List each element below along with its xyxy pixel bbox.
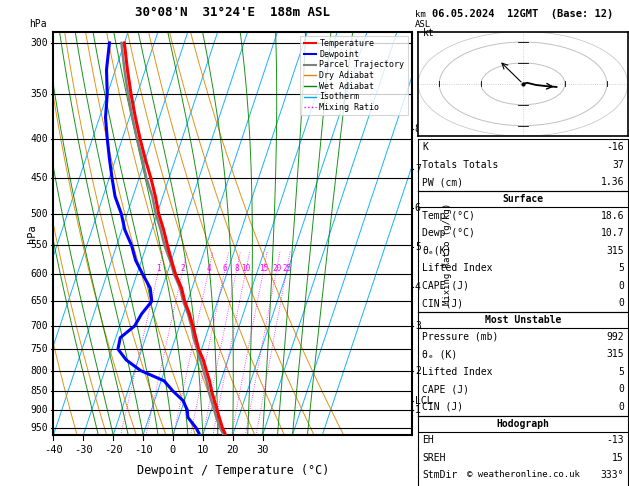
Text: 30°08'N  31°24'E  188m ASL: 30°08'N 31°24'E 188m ASL <box>135 6 330 19</box>
Text: 333°: 333° <box>601 470 624 480</box>
Text: 0: 0 <box>618 298 624 308</box>
Text: 5: 5 <box>618 263 624 273</box>
Text: 0: 0 <box>170 445 176 455</box>
Text: 750: 750 <box>30 344 48 354</box>
Text: 5: 5 <box>415 242 421 252</box>
Text: PW (cm): PW (cm) <box>422 177 463 187</box>
Text: 500: 500 <box>30 208 48 219</box>
Text: 30: 30 <box>257 445 269 455</box>
Text: CIN (J): CIN (J) <box>422 402 463 412</box>
Text: Lifted Index: Lifted Index <box>422 263 493 273</box>
Text: Most Unstable: Most Unstable <box>485 315 561 325</box>
Text: 300: 300 <box>30 38 48 48</box>
Text: CAPE (J): CAPE (J) <box>422 384 469 394</box>
Text: 15: 15 <box>259 264 269 273</box>
Text: 15: 15 <box>612 453 624 463</box>
Text: -16: -16 <box>606 142 624 152</box>
Text: 25: 25 <box>282 264 291 273</box>
Text: 400: 400 <box>30 134 48 144</box>
Text: 0: 0 <box>618 281 624 291</box>
Text: 800: 800 <box>30 365 48 376</box>
Text: 315: 315 <box>606 246 624 256</box>
Text: LCL: LCL <box>415 396 433 405</box>
Text: 700: 700 <box>30 321 48 331</box>
Text: K: K <box>422 142 428 152</box>
Text: -13: -13 <box>606 435 624 445</box>
Text: kt: kt <box>423 28 434 38</box>
Text: -40: -40 <box>44 445 63 455</box>
Text: 8: 8 <box>235 264 239 273</box>
Text: 850: 850 <box>30 386 48 396</box>
Text: Pressure (mb): Pressure (mb) <box>422 332 498 342</box>
Text: θₑ (K): θₑ (K) <box>422 349 457 359</box>
Text: -20: -20 <box>104 445 123 455</box>
Text: 10.7: 10.7 <box>601 228 624 238</box>
Text: Surface: Surface <box>503 194 543 204</box>
Text: -10: -10 <box>134 445 152 455</box>
Text: CIN (J): CIN (J) <box>422 298 463 308</box>
Text: hPa: hPa <box>30 19 47 29</box>
Legend: Temperature, Dewpoint, Parcel Trajectory, Dry Adiabat, Wet Adiabat, Isotherm, Mi: Temperature, Dewpoint, Parcel Trajectory… <box>300 36 408 115</box>
Text: θₑ(K): θₑ(K) <box>422 246 452 256</box>
Text: 350: 350 <box>30 89 48 100</box>
Text: 950: 950 <box>30 423 48 433</box>
Text: EH: EH <box>422 435 434 445</box>
Text: 37: 37 <box>612 160 624 170</box>
Text: 20: 20 <box>226 445 239 455</box>
Text: 900: 900 <box>30 405 48 415</box>
Text: SREH: SREH <box>422 453 445 463</box>
Text: 8: 8 <box>415 124 421 134</box>
Text: hPa: hPa <box>27 224 37 243</box>
Text: Totals Totals: Totals Totals <box>422 160 498 170</box>
Text: 315: 315 <box>606 349 624 359</box>
Text: 450: 450 <box>30 174 48 183</box>
Text: km
ASL: km ASL <box>415 10 431 29</box>
Text: 7: 7 <box>415 164 421 174</box>
Text: 1: 1 <box>157 264 161 273</box>
Text: 6: 6 <box>223 264 227 273</box>
Text: Dewpoint / Temperature (°C): Dewpoint / Temperature (°C) <box>136 464 329 477</box>
Text: 2: 2 <box>415 365 421 376</box>
Text: © weatheronline.co.uk: © weatheronline.co.uk <box>467 469 579 479</box>
Text: 06.05.2024  12GMT  (Base: 12): 06.05.2024 12GMT (Base: 12) <box>432 9 614 19</box>
Text: 3: 3 <box>415 321 421 331</box>
Text: Lifted Index: Lifted Index <box>422 367 493 377</box>
Text: Dewp (°C): Dewp (°C) <box>422 228 475 238</box>
Text: -30: -30 <box>74 445 92 455</box>
Text: 650: 650 <box>30 296 48 306</box>
Text: 10: 10 <box>242 264 251 273</box>
Text: 5: 5 <box>618 367 624 377</box>
Text: Temp (°C): Temp (°C) <box>422 211 475 221</box>
Text: 20: 20 <box>272 264 281 273</box>
Text: CAPE (J): CAPE (J) <box>422 281 469 291</box>
Text: 1: 1 <box>415 405 421 415</box>
Text: 1.36: 1.36 <box>601 177 624 187</box>
Text: 992: 992 <box>606 332 624 342</box>
Text: 600: 600 <box>30 269 48 279</box>
Text: 10: 10 <box>197 445 209 455</box>
Text: Mixing Ratio (g/kg): Mixing Ratio (g/kg) <box>443 202 452 305</box>
Text: Hodograph: Hodograph <box>496 418 550 429</box>
Text: 4: 4 <box>415 281 421 292</box>
Text: 0: 0 <box>618 402 624 412</box>
Text: 0: 0 <box>618 384 624 394</box>
Text: 2: 2 <box>181 264 186 273</box>
Text: StmDir: StmDir <box>422 470 457 480</box>
Text: 550: 550 <box>30 241 48 250</box>
Text: 6: 6 <box>415 203 421 212</box>
Text: 4: 4 <box>207 264 211 273</box>
Text: 18.6: 18.6 <box>601 211 624 221</box>
